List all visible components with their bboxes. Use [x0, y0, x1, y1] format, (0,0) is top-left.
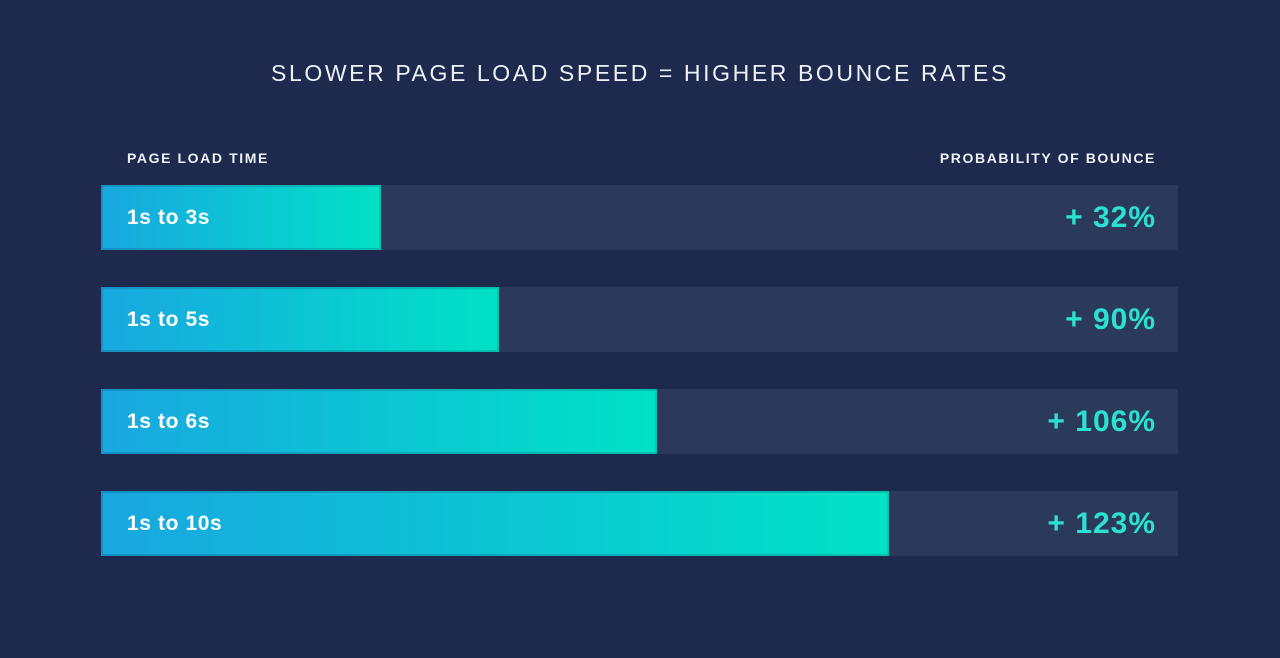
bar-row: 1s to 5s + 90%	[101, 287, 1178, 352]
column-header-probability-of-bounce: PROBABILITY OF BOUNCE	[939, 150, 1156, 166]
bar-fill: 1s to 10s	[101, 491, 890, 556]
bar-category-label: 1s to 10s	[127, 511, 223, 535]
bar-fill: 1s to 6s	[101, 389, 657, 454]
bar-value-label: + 106%	[1047, 404, 1156, 438]
column-headers: PAGE LOAD TIME PROBABILITY OF BOUNCE	[127, 150, 1156, 166]
bar-category-label: 1s to 3s	[127, 205, 211, 229]
column-header-page-load-time: PAGE LOAD TIME	[127, 150, 269, 166]
chart-title: SLOWER PAGE LOAD SPEED = HIGHER BOUNCE R…	[271, 60, 1009, 86]
bar-fill: 1s to 3s	[101, 185, 382, 250]
bar-value-label: + 123%	[1047, 506, 1156, 540]
bar-value-label: + 90%	[1065, 302, 1156, 336]
bar-row: 1s to 6s + 106%	[101, 389, 1178, 454]
bar-row: 1s to 3s + 32%	[101, 185, 1178, 250]
bar-category-label: 1s to 6s	[127, 409, 211, 433]
bar-value-label: + 32%	[1065, 200, 1156, 234]
bar-rows: 1s to 3s + 32% 1s to 5s + 90% 1s to 6s +…	[101, 185, 1178, 593]
bar-fill: 1s to 5s	[101, 287, 500, 352]
bar-category-label: 1s to 5s	[127, 307, 211, 331]
bar-row: 1s to 10s + 123%	[101, 491, 1178, 556]
